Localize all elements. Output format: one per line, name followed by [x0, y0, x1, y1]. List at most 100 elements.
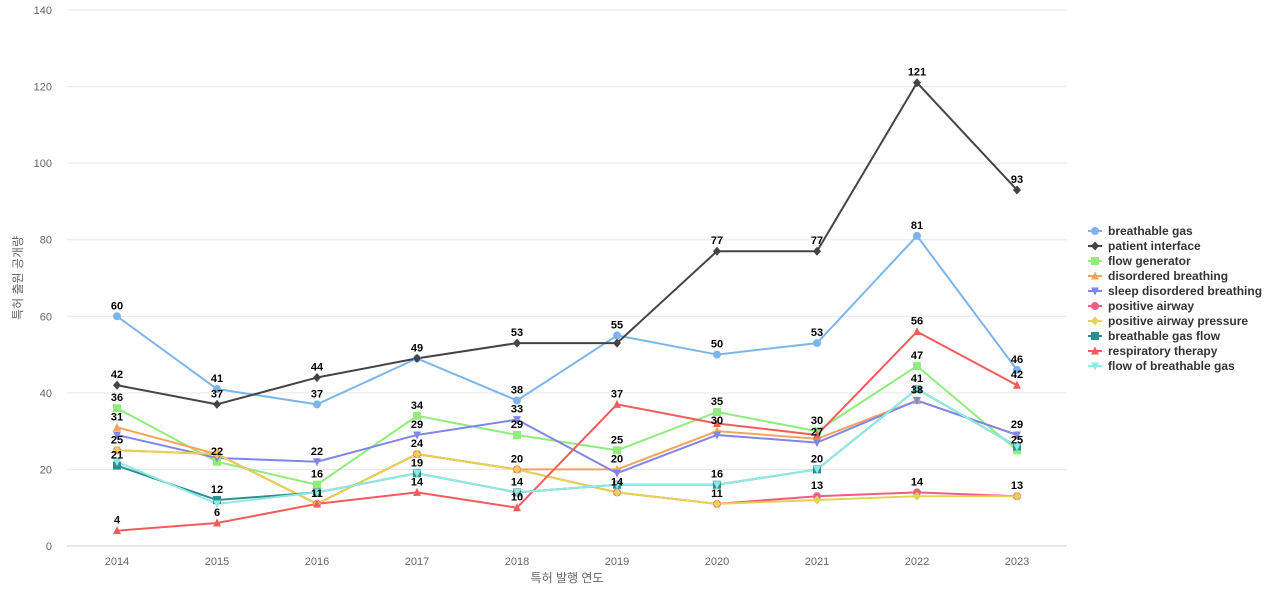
data-point[interactable]	[113, 431, 121, 440]
data-point[interactable]	[213, 399, 221, 409]
data-point[interactable]	[813, 439, 821, 448]
data-point[interactable]	[213, 518, 221, 527]
data-point[interactable]	[513, 430, 521, 439]
data-point[interactable]	[813, 339, 821, 348]
data-point[interactable]	[813, 430, 821, 439]
data-point[interactable]	[213, 500, 221, 509]
data-point[interactable]	[813, 246, 821, 256]
data-label: 30	[811, 415, 823, 427]
legend-symbol[interactable]	[1091, 287, 1099, 296]
data-point[interactable]	[113, 458, 121, 467]
data-label: 31	[111, 411, 123, 423]
legend-symbol[interactable]	[1091, 271, 1099, 280]
legend-symbol[interactable]	[1091, 316, 1099, 326]
data-point[interactable]	[613, 487, 621, 497]
data-point[interactable]	[513, 396, 521, 405]
data-point[interactable]	[913, 385, 921, 394]
data-label: 16	[311, 469, 323, 481]
data-point[interactable]	[213, 449, 221, 459]
data-point[interactable]	[813, 465, 821, 474]
legend-symbol[interactable]	[1091, 227, 1099, 235]
data-point[interactable]	[513, 488, 521, 497]
data-point[interactable]	[113, 404, 121, 413]
data-point[interactable]	[313, 499, 321, 508]
data-point[interactable]	[613, 446, 621, 455]
data-point[interactable]	[1013, 365, 1021, 374]
legend-item[interactable]: patient interface	[1088, 239, 1201, 253]
data-point[interactable]	[113, 380, 121, 390]
legend-symbol[interactable]	[1091, 346, 1099, 355]
data-point[interactable]	[1013, 380, 1021, 389]
data-point[interactable]	[1013, 442, 1021, 451]
data-point[interactable]	[713, 350, 721, 359]
data-point[interactable]	[413, 469, 421, 478]
series-line[interactable]	[116, 234, 1018, 406]
data-point[interactable]	[113, 422, 121, 431]
data-point[interactable]	[413, 431, 421, 440]
legend-symbol[interactable]	[1091, 257, 1099, 265]
series-line[interactable]	[116, 399, 1018, 475]
data-point[interactable]	[213, 385, 221, 394]
data-point[interactable]	[313, 373, 321, 383]
legend-item[interactable]: sleep disordered breathing	[1088, 284, 1262, 298]
data-point[interactable]	[1013, 491, 1021, 501]
data-point[interactable]	[913, 491, 921, 501]
data-point[interactable]	[113, 526, 121, 535]
data-point[interactable]	[513, 503, 521, 512]
data-point[interactable]	[713, 408, 721, 416]
data-point[interactable]	[713, 431, 721, 440]
data-point[interactable]	[713, 499, 721, 509]
data-point[interactable]	[713, 246, 721, 256]
data-point[interactable]	[113, 312, 121, 321]
legend-symbol[interactable]	[1091, 241, 1099, 251]
data-point[interactable]	[813, 495, 821, 505]
legend-symbol[interactable]	[1091, 332, 1099, 340]
data-point[interactable]	[413, 353, 421, 363]
data-point[interactable]	[313, 488, 321, 497]
legend-symbol[interactable]	[1091, 362, 1099, 371]
data-point[interactable]	[313, 458, 321, 467]
y-axis-title: 특허 출원 공개량	[11, 236, 25, 320]
data-point[interactable]	[513, 338, 521, 348]
legend-item[interactable]: breathable gas flow	[1088, 329, 1221, 343]
data-point[interactable]	[1013, 185, 1021, 195]
data-point[interactable]	[913, 231, 921, 240]
legend-item[interactable]: disordered breathing	[1088, 269, 1228, 283]
data-point[interactable]	[913, 397, 921, 406]
data-point[interactable]	[413, 487, 421, 496]
data-point[interactable]	[1013, 431, 1021, 440]
data-point[interactable]	[213, 496, 221, 505]
legend-item[interactable]: positive airway pressure	[1088, 314, 1248, 328]
legend-item[interactable]: flow of breathable gas	[1088, 359, 1235, 373]
data-point[interactable]	[613, 338, 621, 348]
data-point[interactable]	[113, 445, 121, 455]
data-point[interactable]	[913, 362, 921, 371]
legend-label: sleep disordered breathing	[1108, 284, 1262, 298]
legend-item[interactable]: positive airway	[1088, 299, 1194, 313]
data-point[interactable]	[613, 399, 621, 408]
data-point[interactable]	[413, 449, 421, 459]
legend-item[interactable]: breathable gas	[1088, 224, 1193, 238]
data-point[interactable]	[613, 331, 621, 340]
data-point[interactable]	[713, 481, 721, 490]
data-point[interactable]	[513, 464, 521, 474]
series-line[interactable]	[116, 330, 1018, 532]
legend-item[interactable]: flow generator	[1088, 254, 1191, 268]
series-line[interactable]	[116, 81, 1018, 406]
data-point[interactable]	[413, 411, 421, 420]
data-point[interactable]	[613, 469, 621, 478]
data-point[interactable]	[313, 480, 321, 489]
series-line[interactable]	[116, 388, 1018, 502]
data-point[interactable]	[313, 400, 321, 409]
series-line[interactable]	[116, 388, 1018, 505]
legend-item[interactable]: respiratory therapy	[1088, 344, 1218, 358]
data-point[interactable]	[913, 327, 921, 336]
series-line[interactable]	[116, 365, 1018, 486]
data-point[interactable]	[913, 78, 921, 88]
data-point[interactable]	[513, 416, 521, 425]
data-point[interactable]	[713, 418, 721, 427]
series-line[interactable]	[116, 449, 1018, 505]
data-point[interactable]	[613, 481, 621, 490]
legend-symbol[interactable]	[1091, 302, 1099, 310]
